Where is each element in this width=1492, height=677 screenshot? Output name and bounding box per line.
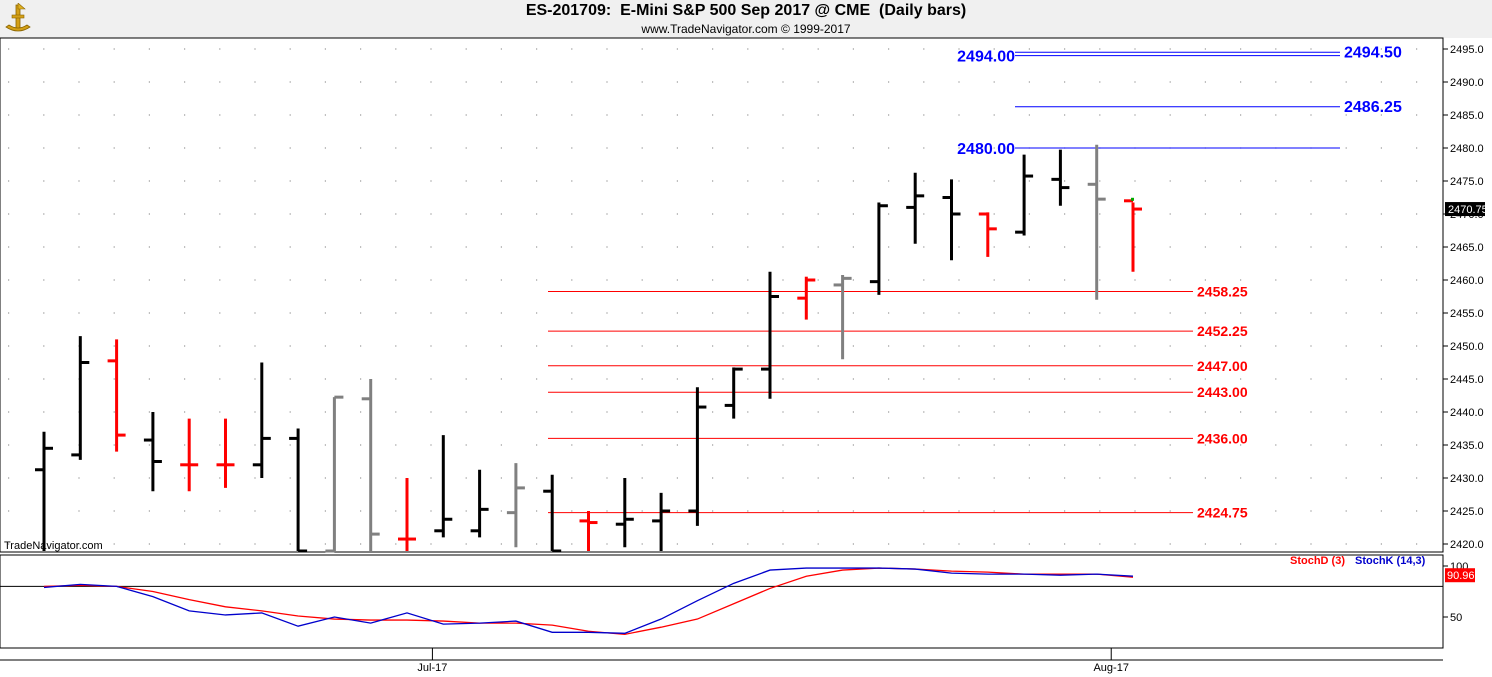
level-label: 2443.00	[1197, 384, 1248, 400]
y-tick-label: 2475.0	[1450, 176, 1484, 188]
y-tick-label: 2425.0	[1450, 506, 1484, 518]
trade-navigator-logo-icon	[5, 3, 31, 32]
y-tick-label: 2430.0	[1450, 473, 1484, 485]
last-price-box	[1445, 202, 1485, 217]
y-tick-label: 2420.0	[1450, 539, 1484, 551]
y-tick-label: 2445.0	[1450, 374, 1484, 386]
y-tick-label: 2480.0	[1450, 143, 1484, 155]
watermark: TradeNavigator.com	[4, 540, 103, 552]
y-tick-label: 2460.0	[1450, 275, 1484, 287]
level-label: 2494.00	[957, 49, 1015, 66]
legend-stoch-k: StochK (14,3)	[1355, 555, 1426, 567]
price-panel	[0, 37, 1444, 553]
level-label: 2480.00	[957, 141, 1015, 158]
level-label: 2452.25	[1197, 323, 1248, 339]
level-label: 2436.00	[1197, 430, 1248, 446]
title-bar: ES-201709: E-Mini S&P 500 Sep 2017 @ CME…	[0, 0, 1492, 38]
last-tick-marker	[1131, 197, 1134, 201]
y-tick-label: 2435.0	[1450, 440, 1484, 452]
x-tick-label: Aug-17	[1093, 662, 1128, 674]
legend-stoch-d: StochD (3)	[1290, 555, 1345, 567]
y-tick-label: 2440.0	[1450, 407, 1484, 419]
stoch-series-line	[43, 567, 1134, 634]
y-tick-label: 2465.0	[1450, 242, 1484, 254]
y-tick-label: 2495.0	[1450, 44, 1484, 56]
y-tick-label: 2455.0	[1450, 308, 1484, 320]
last-price-label: 2470.75	[1448, 204, 1488, 216]
stoch-panel	[0, 554, 1444, 649]
chart-subtitle: www.TradeNavigator.com © 1999-2017	[641, 22, 851, 36]
level-label: 2494.50	[1344, 44, 1402, 61]
stoch-series-line	[43, 567, 1134, 635]
stoch-last-box	[1445, 568, 1475, 583]
y-tick-label: 2450.0	[1450, 341, 1484, 353]
y-tick-label: 2485.0	[1450, 110, 1484, 122]
y-tick-label: 2490.0	[1450, 77, 1484, 89]
level-label: 2486.25	[1344, 99, 1402, 116]
stoch-last-label: 90.96	[1447, 570, 1475, 582]
level-label: 2447.00	[1197, 358, 1248, 374]
level-label: 2424.75	[1197, 505, 1248, 521]
chart-title: ES-201709: E-Mini S&P 500 Sep 2017 @ CME…	[525, 2, 967, 19]
x-tick-label: Jul-17	[417, 662, 447, 674]
stoch-y-tick-label: 50	[1450, 612, 1462, 624]
level-label: 2458.25	[1197, 284, 1248, 300]
